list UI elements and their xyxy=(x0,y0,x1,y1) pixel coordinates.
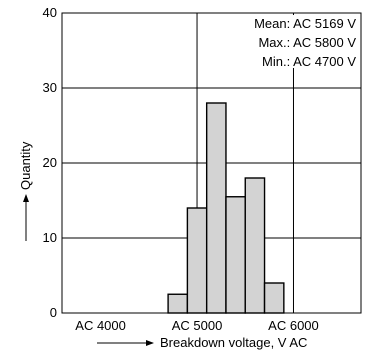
plot-frame xyxy=(61,12,362,314)
x-tick-label: AC 5000 xyxy=(172,318,223,333)
x-tick-labels: AC 4000 AC 5000 AC 6000 xyxy=(75,318,318,333)
stats-box-background xyxy=(234,15,360,68)
histogram-bar xyxy=(225,196,246,314)
y-tick-label: 30 xyxy=(43,80,57,95)
x-axis-label: Breakdown voltage, V AC xyxy=(160,335,307,350)
x-tick-label: AC 4000 xyxy=(75,318,126,333)
histogram-bar xyxy=(167,293,189,314)
histogram-bar xyxy=(244,177,266,314)
x-tick-label: AC 6000 xyxy=(268,318,319,333)
stats-line: Mean: AC 5169 V xyxy=(254,16,356,31)
stats-line: Min.: AC 4700 V xyxy=(262,54,356,69)
y-tick-labels: 0 10 20 30 40 xyxy=(43,5,57,320)
y-axis-label-group: Quantity xyxy=(18,141,33,241)
x-axis-label-group: Breakdown voltage, V AC xyxy=(97,335,307,350)
stats-box: Mean: AC 5169 V Max.: AC 5800 V Min.: AC 4… xyxy=(234,15,360,69)
y-tick-label: 40 xyxy=(43,5,57,20)
y-tick-label: 10 xyxy=(43,230,57,245)
histogram-bar xyxy=(186,207,208,314)
histogram-bar xyxy=(263,282,285,314)
y-tick-label: 0 xyxy=(50,305,57,320)
y-axis-label: Quantity xyxy=(18,141,33,190)
stats-line: Max.: AC 5800 V xyxy=(258,35,356,50)
histogram-bar xyxy=(205,102,227,314)
bars xyxy=(167,102,285,314)
y-tick-label: 20 xyxy=(43,155,57,170)
